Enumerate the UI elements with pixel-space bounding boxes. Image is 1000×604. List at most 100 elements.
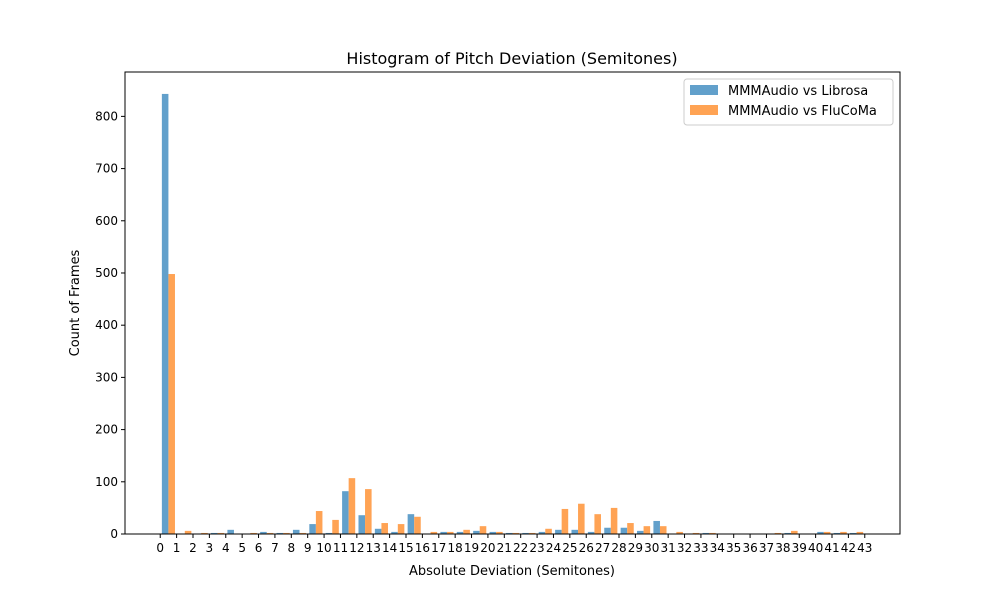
x-tick-label: 37 xyxy=(759,541,774,555)
y-tick-label: 100 xyxy=(95,475,118,489)
bar-flucoma-32 xyxy=(692,532,700,534)
x-tick-label: 24 xyxy=(546,541,561,555)
bar-flucoma-19 xyxy=(479,526,487,534)
x-tick-label: 22 xyxy=(513,541,528,555)
legend-label-flucoma: MMMAudio vs FluCoMa xyxy=(728,104,877,119)
x-tick-label: 17 xyxy=(431,541,446,555)
bar-flucoma-33 xyxy=(709,532,716,534)
bar-librosa-8 xyxy=(292,529,300,534)
x-tick-label: 33 xyxy=(693,541,708,555)
bar-flucoma-40 xyxy=(823,531,831,534)
chart-title: Histogram of Pitch Deviation (Semitones) xyxy=(346,49,677,68)
bar-flucoma-42 xyxy=(856,531,864,534)
legend: MMMAudio vs Librosa MMMAudio vs FluCoMa xyxy=(683,78,894,126)
bar-flucoma-15 xyxy=(414,516,421,534)
y-tick-label: 300 xyxy=(95,370,118,384)
bar-librosa-40 xyxy=(817,531,824,534)
legend-label-librosa: MMMAudio vs Librosa xyxy=(728,84,868,99)
x-tick-label: 3 xyxy=(206,541,214,555)
plot-frame xyxy=(124,71,901,535)
bar-flucoma-27 xyxy=(610,507,618,534)
x-tick-label: 27 xyxy=(595,541,610,555)
x-tick-label: 15 xyxy=(398,541,413,555)
bar-flucoma-28 xyxy=(627,523,634,534)
x-ticks: 0 1 2 3 4 5 6 7 8 9 10 11 12 13 14 15 16 17 18 19 20 21 22 23 24… xyxy=(156,534,872,555)
bar-flucoma-2 xyxy=(201,532,208,534)
bar-flucoma-5 xyxy=(250,532,257,534)
bar-librosa-0 xyxy=(161,93,169,535)
x-tick-label: 43 xyxy=(857,541,872,555)
bar-librosa-33 xyxy=(702,532,710,534)
x-tick-label: 18 xyxy=(448,541,463,555)
x-tick-label: 11 xyxy=(333,541,348,555)
bar-flucoma-29 xyxy=(643,526,651,534)
bar-flucoma-18 xyxy=(463,529,470,534)
y-tick-label: 400 xyxy=(95,318,118,332)
bar-librosa-11 xyxy=(342,491,349,534)
x-tick-label: 12 xyxy=(349,541,364,555)
bar-flucoma-9 xyxy=(315,511,323,534)
x-tick-label: 0 xyxy=(156,541,164,555)
bar-librosa-20 xyxy=(489,531,497,534)
bar-librosa-3 xyxy=(211,532,218,534)
x-tick-label: 28 xyxy=(611,541,626,555)
x-tick-label: 1 xyxy=(173,541,181,555)
bar-flucoma-7 xyxy=(283,532,290,534)
x-tick-label: 4 xyxy=(222,541,230,555)
bar-librosa-17 xyxy=(440,531,447,534)
x-tick-label: 40 xyxy=(808,541,823,555)
y-tick-label: 800 xyxy=(95,109,118,123)
bar-flucoma-8 xyxy=(299,532,307,534)
bar-flucoma-22 xyxy=(528,532,536,534)
bar-librosa-25 xyxy=(571,529,579,534)
bar-librosa-18 xyxy=(456,531,464,534)
x-tick-label: 35 xyxy=(726,541,741,555)
x-tick-label: 26 xyxy=(579,541,594,555)
y-tick-label: 600 xyxy=(95,214,118,228)
bar-librosa-26 xyxy=(587,531,595,534)
x-tick-label: 5 xyxy=(238,541,246,555)
bar-librosa-7 xyxy=(276,532,284,534)
bar-librosa-10 xyxy=(325,532,333,534)
y-tick-label: 700 xyxy=(95,162,118,176)
bar-flucoma-12 xyxy=(365,489,372,534)
bar-librosa-4 xyxy=(227,529,234,534)
bar-librosa-15 xyxy=(407,514,415,534)
bar-librosa-22 xyxy=(522,532,529,534)
bar-librosa-29 xyxy=(637,530,644,534)
x-tick-label: 9 xyxy=(304,541,312,555)
x-tick-label: 32 xyxy=(677,541,692,555)
bar-librosa-14 xyxy=(391,531,398,534)
bar-librosa-6 xyxy=(260,531,267,534)
bar-flucoma-38 xyxy=(791,530,798,534)
x-tick-label: 41 xyxy=(824,541,839,555)
bar-flucoma-20 xyxy=(496,531,503,534)
bar-flucoma-16 xyxy=(430,531,438,534)
bar-librosa-9 xyxy=(309,524,316,534)
bar-flucoma-21 xyxy=(512,532,520,534)
x-axis-label: Absolute Deviation (Semitones) xyxy=(409,564,615,579)
x-tick-label: 39 xyxy=(792,541,807,555)
x-tick-label: 31 xyxy=(661,541,676,555)
x-tick-label: 7 xyxy=(271,541,279,555)
bar-librosa-12 xyxy=(358,515,366,534)
x-tick-label: 23 xyxy=(529,541,544,555)
bar-librosa-13 xyxy=(374,528,382,534)
x-tick-label: 21 xyxy=(497,541,512,555)
y-tick-label: 200 xyxy=(95,423,118,437)
x-tick-label: 20 xyxy=(480,541,495,555)
bar-flucoma-23 xyxy=(545,528,552,534)
bar-librosa-30 xyxy=(653,520,660,534)
x-tick-label: 13 xyxy=(366,541,381,555)
bar-flucoma-0 xyxy=(168,274,175,534)
bar-librosa-28 xyxy=(620,527,628,534)
bar-flucoma-1 xyxy=(184,530,192,534)
bar-flucoma-3 xyxy=(217,532,225,534)
bar-librosa-41 xyxy=(833,532,841,534)
x-tick-label: 36 xyxy=(742,541,757,555)
bar-flucoma-11 xyxy=(348,478,356,534)
x-tick-label: 29 xyxy=(628,541,643,555)
x-tick-label: 34 xyxy=(710,541,725,555)
bar-librosa-24 xyxy=(555,529,562,534)
bar-librosa-38 xyxy=(784,532,792,534)
